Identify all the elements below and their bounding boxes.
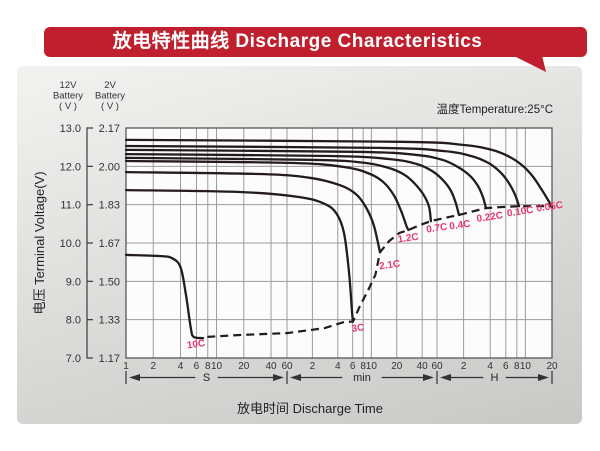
y-tick-label-12v: 12.0 [60,161,81,173]
y-axis-bracket [86,127,93,359]
discharge-curve-2.1C [124,170,382,254]
x-tick-label: 2 [461,361,467,372]
discharge-curve-0.4C [124,152,461,217]
x-tick-label: 1 [123,361,129,372]
x-tick-label: 40 [265,361,277,372]
discharge-curve-0.22C [124,148,488,210]
discharge-curve-0.05C [124,138,554,209]
left-arrowhead-icon [440,374,451,381]
y-tick-label-12v: 13.0 [60,123,81,135]
column-header-2v: 2V Battery( V ) [95,80,125,112]
x-tick-label: 20 [238,361,250,372]
x-tick-label: 4 [178,361,184,372]
discharge-curve-0.7C [124,156,433,223]
y-tick-label-12v: 11.0 [60,200,81,212]
rate-label-0.4C: 0.4C [449,219,471,233]
cutoff-dashed-line [207,205,552,338]
x-tick-label: 6 [503,361,509,372]
rate-label-3C: 3C [351,322,365,335]
y-tick-label-2v: 1.17 [99,353,120,365]
x-tick-label: 6 [350,361,356,372]
rate-label-2.1C: 2.1C [378,259,400,273]
x-tick-label: 60 [281,361,293,372]
rate-label-0.05C: 0.05C [536,200,564,215]
x-tick-label: 4 [487,361,493,372]
y-tick-label-2v: 2.00 [99,161,120,173]
y-tick-label-2v: 2.17 [99,123,120,135]
column-header-12v: 12V Battery( V ) [53,80,83,112]
right-arrowhead-icon [538,374,549,381]
unit-section-S: S [125,371,284,384]
y-axis-title: 电压 Terminal Voltage(V) [32,171,47,314]
rate-label-1.2C: 1.2C [397,232,419,246]
section-label-H: H [491,372,499,384]
discharge-curve-0.10C [124,144,521,208]
x-tick-label: 8 [514,361,520,372]
section-label-min: min [353,372,371,384]
page-title: 放电特性曲线 Discharge Characteristics [112,31,483,52]
x-tick-label: 8 [360,361,366,372]
y-tick-label-2v: 1.67 [99,238,120,250]
x-tick-label: 10 [520,361,532,372]
discharge-curve-1.2C [124,159,410,232]
y-tick-label-12v: 8.0 [66,315,81,327]
rate-label-10C: 10C [186,338,206,351]
title-banner: 放电特性曲线 Discharge Characteristics [44,27,587,57]
x-tick-label: 20 [391,361,403,372]
x-axis-title: 放电时间 Discharge Time [237,401,383,416]
x-tick-label: 8 [205,361,211,372]
x-tick-label: 60 [431,361,443,372]
left-arrowhead-icon [290,374,301,381]
y-tick-label-2v: 1.83 [99,200,120,212]
right-arrowhead-icon [423,374,434,381]
x-tick-label: 20 [546,361,558,372]
x-tick-label: 10 [211,361,223,372]
x-tick-label: 4 [335,361,341,372]
section-label-S: S [203,372,210,384]
y-tick-label-12v: 7.0 [66,353,81,365]
x-tick-label: 40 [417,361,429,372]
unit-section-min: min [286,371,434,384]
x-tick-label: 2 [150,361,156,372]
x-tick-label: 6 [194,361,200,372]
rate-label-0.22C: 0.22C [476,210,504,225]
left-arrowhead-icon [129,374,140,381]
discharge-curve-3C [124,188,355,323]
temperature-note: 温度Temperature:25°C [437,102,553,116]
rate-label-0.10C: 0.10C [506,205,534,220]
y-tick-label-12v: 10.0 [60,238,81,250]
unit-section-H: H [436,371,553,384]
right-arrowhead-icon [273,374,284,381]
y-tick-label-2v: 1.50 [99,276,120,288]
x-tick-label: 2 [310,361,316,372]
discharge-curve-10C [124,253,205,340]
rate-label-0.7C: 0.7C [426,222,448,236]
x-tick-label: 10 [366,361,378,372]
y-tick-label-2v: 1.33 [99,315,120,327]
plot-frame [125,127,553,359]
y-tick-label-12v: 9.0 [66,276,81,288]
